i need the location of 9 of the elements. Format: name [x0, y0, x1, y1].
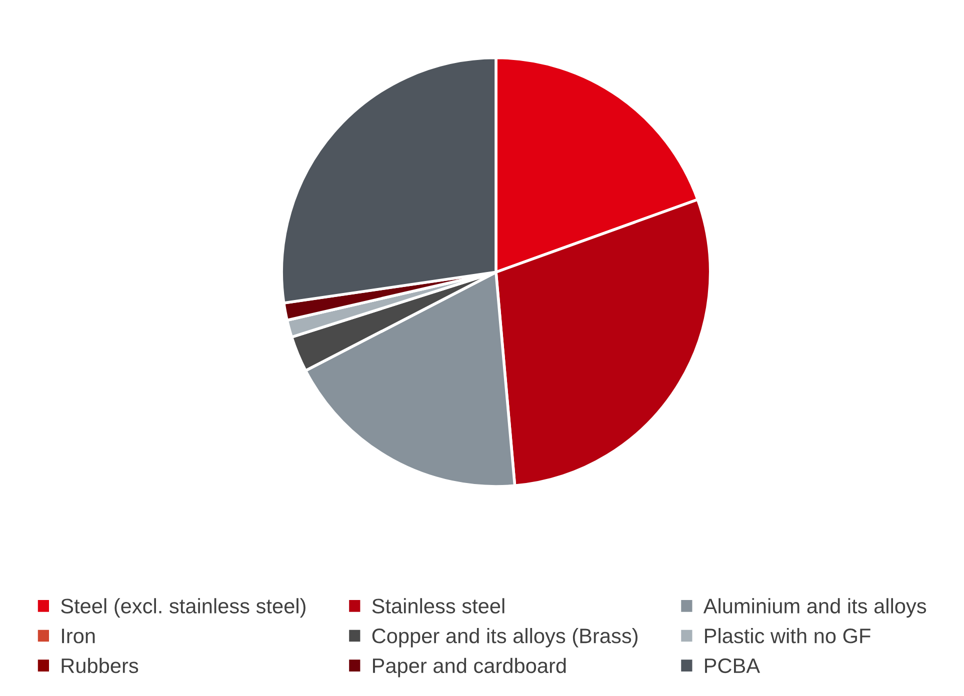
legend-label: Plastic with no GF [705, 628, 870, 644]
legend-label: PCBA [705, 658, 760, 674]
legend-label: Rubbers [62, 658, 138, 674]
legend-label: Iron [62, 628, 95, 644]
legend-label: Copper and its alloys (Brass) [372, 628, 638, 648]
legend-label: Paper and cardboard [373, 658, 566, 678]
legend-label: Aluminium and its alloys [703, 598, 926, 618]
legend-label: Stainless steel [372, 598, 504, 614]
legend-label: Steel (excl. stainless steel) [61, 598, 306, 618]
